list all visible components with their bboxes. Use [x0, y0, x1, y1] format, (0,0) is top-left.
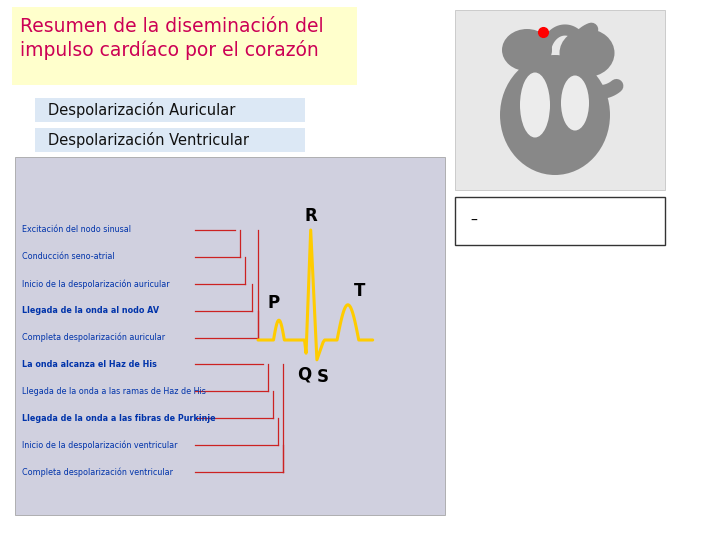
- Text: Resumen de la diseminación del: Resumen de la diseminación del: [20, 17, 323, 36]
- Ellipse shape: [559, 29, 614, 77]
- FancyBboxPatch shape: [455, 197, 665, 245]
- Ellipse shape: [502, 29, 552, 71]
- Ellipse shape: [500, 55, 610, 175]
- Text: La onda alcanza el Haz de His: La onda alcanza el Haz de His: [22, 360, 157, 369]
- Ellipse shape: [520, 72, 550, 138]
- Text: Despolarización Auricular: Despolarización Auricular: [48, 102, 235, 118]
- Text: Llegada de la onda a las ramas de Haz de His: Llegada de la onda a las ramas de Haz de…: [22, 387, 206, 396]
- Text: Llegada de la onda al nodo AV: Llegada de la onda al nodo AV: [22, 306, 159, 315]
- Text: Q: Q: [297, 365, 311, 383]
- Text: S: S: [317, 368, 329, 386]
- Text: P: P: [268, 294, 280, 312]
- Text: Conducción seno-atrial: Conducción seno-atrial: [22, 252, 114, 261]
- FancyBboxPatch shape: [12, 7, 357, 85]
- Text: Completa despolarización auricular: Completa despolarización auricular: [22, 333, 165, 342]
- Text: Inicio de la despolarización auricular: Inicio de la despolarización auricular: [22, 279, 170, 288]
- Text: –: –: [470, 214, 477, 228]
- Text: Llegada de la onda a las fibras de Purkinje: Llegada de la onda a las fibras de Purki…: [22, 414, 215, 423]
- Text: impulso cardíaco por el corazón: impulso cardíaco por el corazón: [20, 40, 319, 60]
- FancyBboxPatch shape: [35, 128, 305, 152]
- Text: T: T: [354, 282, 366, 300]
- FancyBboxPatch shape: [35, 98, 305, 122]
- FancyBboxPatch shape: [15, 157, 445, 515]
- Text: Despolarización Ventricular: Despolarización Ventricular: [48, 132, 249, 148]
- Text: Excitación del nodo sinusal: Excitación del nodo sinusal: [22, 226, 131, 234]
- FancyBboxPatch shape: [455, 10, 665, 190]
- Text: Completa despolarización ventricular: Completa despolarización ventricular: [22, 467, 173, 477]
- Text: Inicio de la despolarización ventricular: Inicio de la despolarización ventricular: [22, 440, 178, 450]
- Text: R: R: [305, 207, 317, 225]
- Ellipse shape: [561, 76, 589, 131]
